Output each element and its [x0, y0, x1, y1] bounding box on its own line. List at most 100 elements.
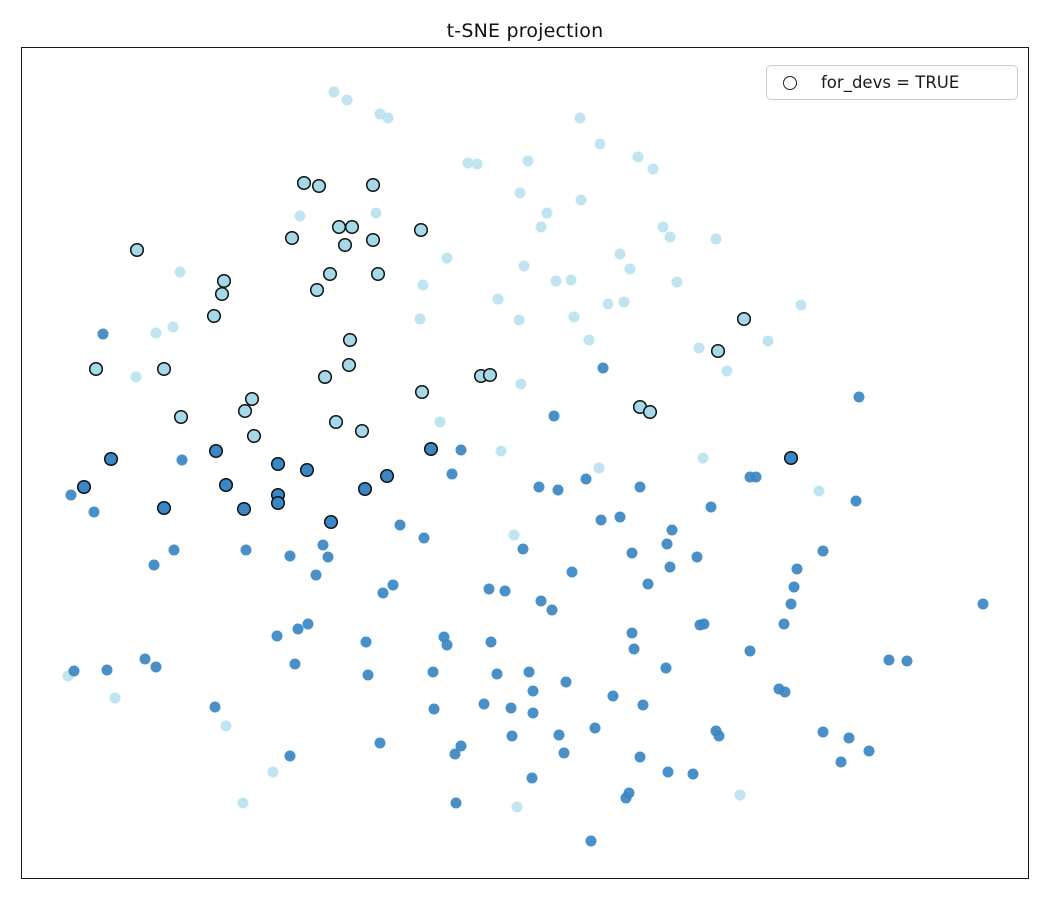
scatter-point — [414, 313, 426, 325]
scatter-point — [583, 334, 595, 346]
scatter-point — [850, 495, 862, 507]
scatter-point — [698, 618, 710, 630]
scatter-point — [687, 768, 699, 780]
scatter-point — [322, 551, 334, 563]
scatter-point — [511, 801, 523, 813]
scatter-point — [423, 441, 439, 457]
scatter-point — [374, 737, 386, 749]
scatter-point — [614, 248, 626, 260]
scatter-point — [566, 566, 578, 578]
scatter-point — [783, 450, 799, 466]
scatter-point — [817, 545, 829, 557]
scatter-point — [446, 468, 458, 480]
scatter-point — [317, 369, 333, 385]
scatter-point — [328, 86, 340, 98]
scatter-point — [382, 112, 394, 124]
scatter-point — [237, 403, 253, 419]
scatter-point — [97, 328, 109, 340]
scatter-point — [552, 484, 564, 496]
scatter-point — [506, 730, 518, 742]
scatter-point — [492, 293, 504, 305]
scatter-point — [535, 221, 547, 233]
scatter-point — [450, 797, 462, 809]
scatter-point — [514, 187, 526, 199]
scatter-point — [310, 569, 322, 581]
scatter-point — [505, 702, 517, 714]
scatter-point — [485, 636, 497, 648]
scatter-point — [365, 232, 381, 248]
scatter-point — [548, 410, 560, 422]
scatter-point — [620, 792, 632, 804]
page-title: t-SNE projection — [446, 20, 604, 42]
scatter-point — [691, 551, 703, 563]
scatter-point — [294, 210, 306, 222]
scatter-point — [721, 365, 733, 377]
scatter-point — [434, 416, 446, 428]
scatter-point — [309, 282, 325, 298]
scatter-point — [647, 163, 659, 175]
scatter-point — [517, 543, 529, 555]
scatter-point — [174, 266, 186, 278]
scatter-point — [414, 384, 430, 400]
scatter-point — [68, 665, 80, 677]
scatter-point — [513, 314, 525, 326]
scatter-point — [322, 266, 338, 282]
scatter-point — [289, 658, 301, 670]
scatter-point — [478, 698, 490, 710]
scatter-point — [148, 559, 160, 571]
scatter-point — [662, 766, 674, 778]
scatter-point — [176, 454, 188, 466]
scatter-point — [156, 500, 172, 516]
scatter-point — [523, 666, 535, 678]
scatter-point — [533, 481, 545, 493]
scatter-point — [173, 409, 189, 425]
scatter-point — [580, 473, 592, 485]
legend: for_devs = TRUE — [766, 65, 1018, 100]
scatter-point — [736, 311, 752, 327]
scatter-point — [813, 485, 825, 497]
scatter-point — [626, 547, 638, 559]
scatter-point — [129, 242, 145, 258]
scatter-point — [65, 489, 77, 501]
scatter-point — [795, 299, 807, 311]
scatter-point — [311, 178, 327, 194]
scatter-point — [237, 797, 249, 809]
scatter-point — [660, 662, 672, 674]
scatter-point — [744, 471, 756, 483]
scatter-point — [455, 444, 467, 456]
scatter-point — [710, 233, 722, 245]
scatter-point — [558, 747, 570, 759]
scatter-point — [302, 618, 314, 630]
scatter-point — [657, 221, 669, 233]
plot-area — [21, 47, 1029, 879]
scatter-point — [317, 539, 329, 551]
scatter-point — [271, 630, 283, 642]
scatter-point — [597, 362, 609, 374]
scatter-point — [101, 664, 113, 676]
scatter-point — [150, 661, 162, 673]
scatter-point — [342, 332, 358, 348]
scatter-point — [977, 598, 989, 610]
scatter-point — [109, 692, 121, 704]
scatter-point — [661, 538, 673, 550]
scatter-point — [483, 583, 495, 595]
scatter-point — [462, 157, 474, 169]
scatter-point — [526, 772, 538, 784]
scatter-point — [607, 690, 619, 702]
scatter-point — [394, 519, 406, 531]
scatter-point — [471, 158, 483, 170]
scatter-point — [785, 598, 797, 610]
scatter-point — [664, 231, 676, 243]
scatter-point — [693, 342, 705, 354]
scatter-point — [292, 623, 304, 635]
scatter-point — [565, 274, 577, 286]
scatter-point — [156, 361, 172, 377]
scatter-point — [589, 722, 601, 734]
scatter-point — [168, 544, 180, 556]
scatter-point — [843, 732, 855, 744]
scatter-point — [527, 707, 539, 719]
scatter-point — [527, 685, 539, 697]
scatter-point — [284, 230, 300, 246]
scatter-point — [270, 456, 286, 472]
scatter-point — [817, 726, 829, 738]
